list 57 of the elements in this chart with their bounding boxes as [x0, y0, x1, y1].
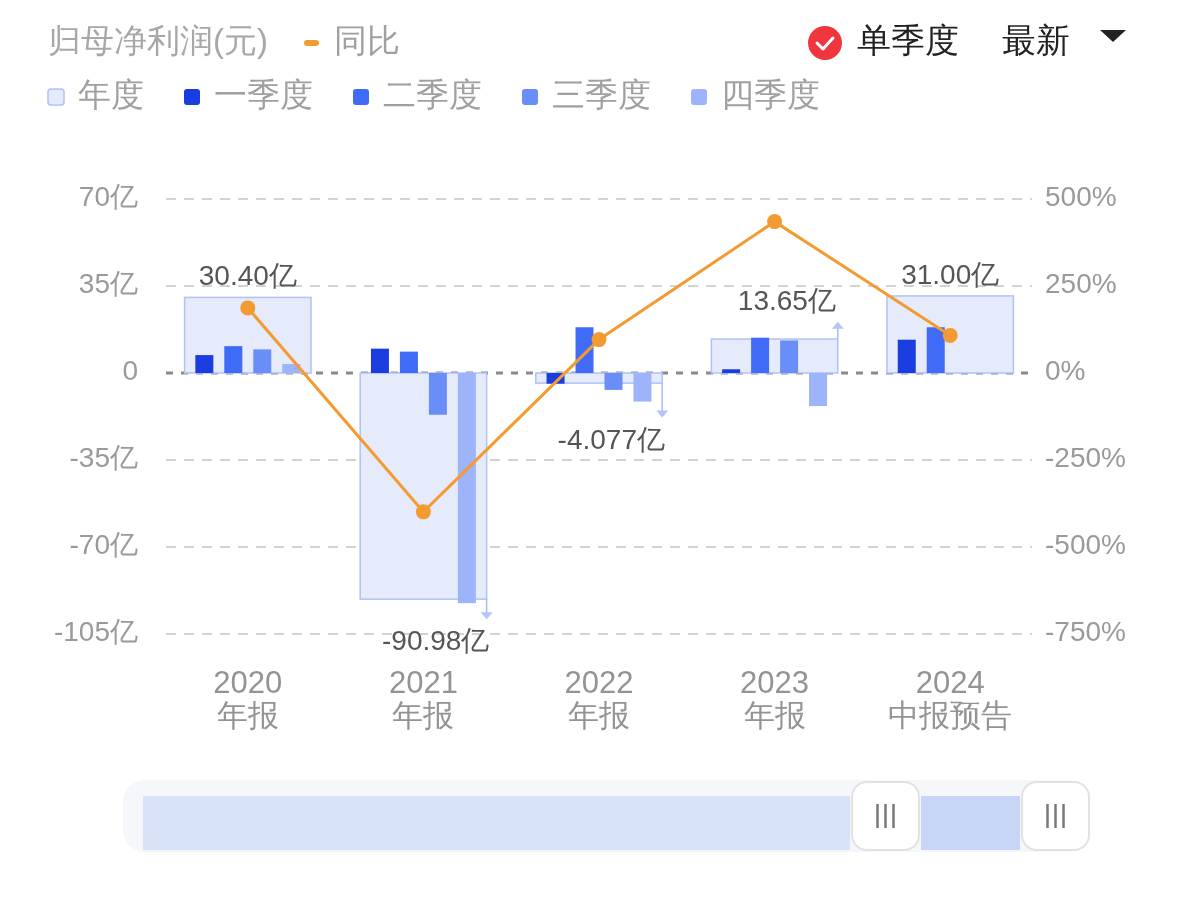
y2-tick-label: -750%: [1045, 616, 1126, 648]
y-tick-label: 35亿: [78, 268, 138, 300]
legend-item: 四季度: [691, 75, 820, 113]
legend-item: 三季度: [522, 75, 651, 113]
bar: [809, 373, 828, 407]
point: [415, 504, 431, 520]
bar: [780, 340, 799, 373]
bar: [253, 349, 272, 373]
bar: [457, 373, 476, 604]
legend-label: 二季度: [383, 75, 482, 113]
y2-tick-label: -500%: [1045, 529, 1126, 561]
y-tick-label: -70亿: [69, 529, 138, 561]
data-label: -90.98亿: [381, 625, 490, 657]
x-tick-label: 2023 年报: [740, 665, 810, 734]
bar: [633, 373, 652, 402]
y-tick-label: 0: [122, 355, 138, 387]
data-label: 13.65亿: [737, 284, 836, 316]
legend-item: 一季度: [184, 75, 313, 113]
control: 最新: [1002, 21, 1126, 59]
y2-tick-label: 0%: [1045, 355, 1086, 387]
data-label: 31.00亿: [901, 258, 1000, 290]
legend-label: 四季度: [721, 75, 820, 113]
legend-label: 三季度: [552, 75, 651, 113]
bar: [428, 373, 447, 415]
bar: [195, 355, 214, 373]
y2-tick-label: 500%: [1045, 181, 1117, 213]
x-tick-label: 2024 中报预告: [888, 665, 1013, 734]
bar: [722, 369, 741, 373]
bar: [399, 351, 418, 373]
point: [767, 214, 783, 230]
bar: [604, 373, 623, 390]
bar: [751, 337, 770, 373]
x-tick-label: 2020 年报: [213, 665, 283, 734]
data-label: -4.077亿: [557, 423, 665, 455]
y-tick-label: -35亿: [69, 442, 138, 474]
legend-item: 同比: [304, 21, 400, 59]
bar: [370, 348, 389, 373]
bar: [926, 327, 945, 373]
legend-label: 同比: [333, 21, 400, 59]
point: [942, 327, 958, 343]
legend-label: 年度: [78, 75, 144, 113]
y-tick-label: -105亿: [53, 616, 138, 648]
control: 单季度: [808, 21, 959, 60]
point: [240, 300, 256, 316]
x-tick-label: 2021 年报: [388, 665, 458, 734]
point: [591, 332, 607, 348]
y2-tick-label: 250%: [1045, 268, 1117, 300]
y2-tick-label: -250%: [1045, 442, 1126, 474]
x-tick-label: 2022 年报: [564, 665, 634, 734]
legend-item: 二季度: [353, 75, 482, 113]
title: 归母净利润(元): [48, 21, 268, 59]
legend-label: 一季度: [214, 75, 313, 113]
bar: [224, 346, 243, 373]
legend-item: 年度: [47, 75, 144, 113]
y-tick-label: 70亿: [78, 181, 138, 213]
bar: [897, 339, 916, 373]
data-label: 30.40亿: [198, 260, 297, 292]
